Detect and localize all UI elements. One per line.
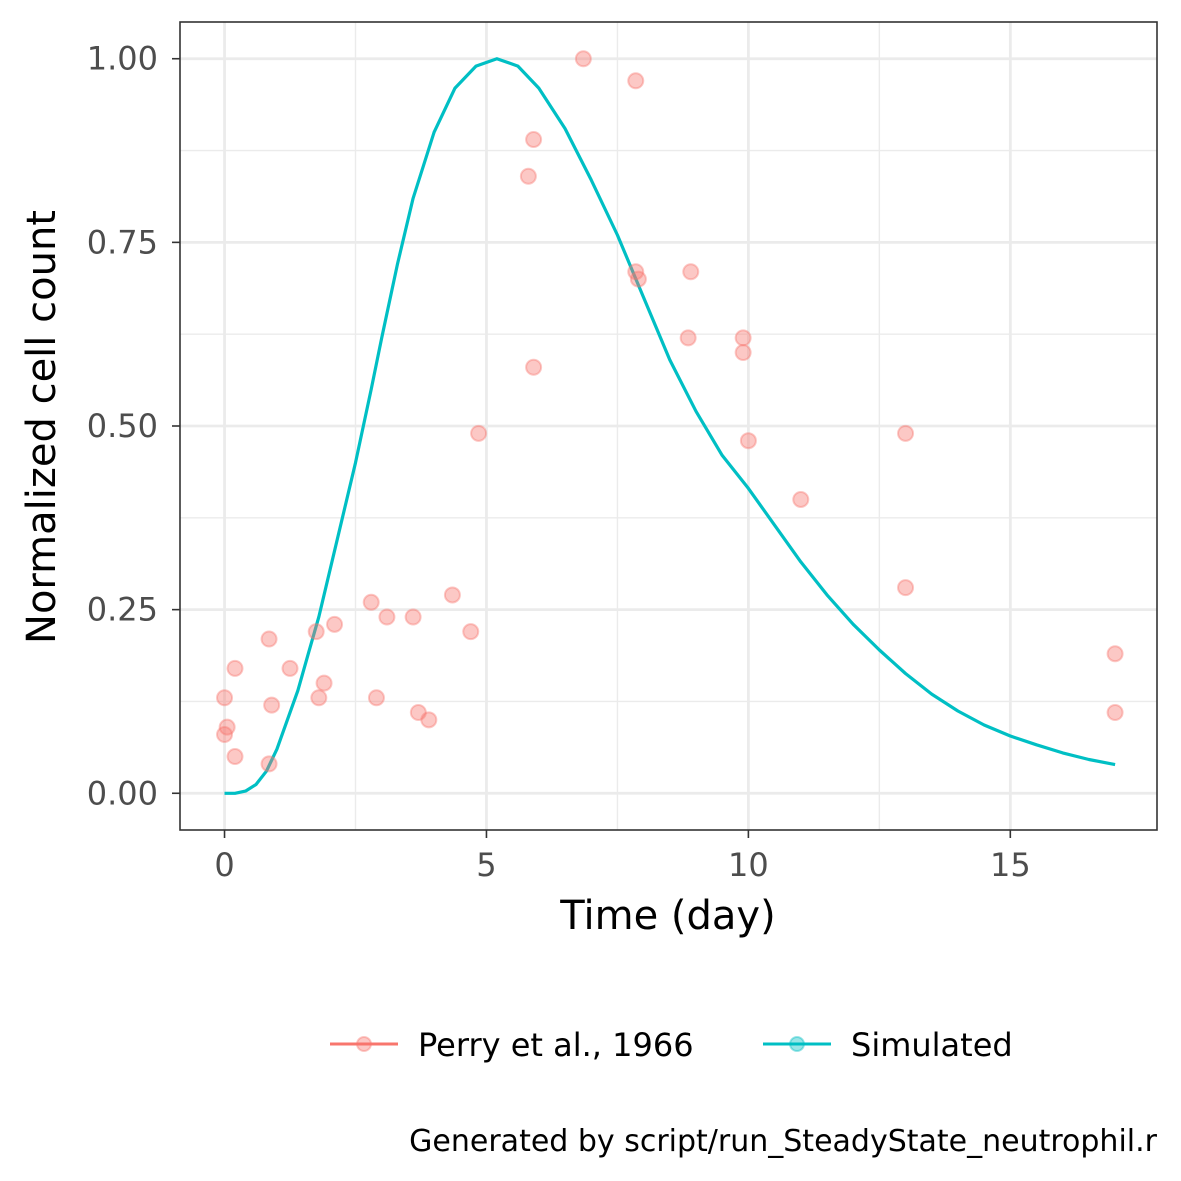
x-axis: 0 5 10 15 bbox=[214, 830, 1031, 884]
data-point bbox=[260, 630, 278, 648]
y-axis-title: Normalized cell count bbox=[19, 210, 65, 644]
legend-key-simulated-point bbox=[789, 1036, 805, 1052]
legend: Perry et al., 1966 Simulated bbox=[330, 1026, 1013, 1064]
data-point bbox=[629, 270, 647, 288]
data-point bbox=[226, 659, 244, 677]
x-tick-label: 0 bbox=[214, 846, 234, 884]
data-point bbox=[420, 711, 438, 729]
data-point bbox=[1106, 645, 1124, 663]
data-point bbox=[734, 344, 752, 362]
x-tick-label: 5 bbox=[476, 846, 496, 884]
x-axis-title: Time (day) bbox=[559, 893, 775, 939]
data-point bbox=[307, 623, 325, 641]
data-point bbox=[462, 623, 480, 641]
data-point bbox=[1106, 703, 1124, 721]
data-point bbox=[367, 689, 385, 707]
data-point bbox=[525, 131, 543, 149]
data-point bbox=[443, 586, 461, 604]
data-point bbox=[739, 432, 757, 450]
data-point bbox=[682, 263, 700, 281]
legend-label-observed: Perry et al., 1966 bbox=[418, 1026, 694, 1064]
data-point bbox=[216, 689, 234, 707]
observed-series bbox=[216, 50, 1124, 773]
y-tick-label: 0.25 bbox=[87, 591, 158, 629]
data-point bbox=[310, 689, 328, 707]
data-point bbox=[897, 579, 915, 597]
data-point bbox=[218, 718, 236, 736]
grid-major bbox=[180, 22, 1157, 830]
caption: Generated by script/run_SteadyState_neut… bbox=[409, 1124, 1157, 1159]
data-point bbox=[326, 615, 344, 633]
data-point bbox=[404, 608, 422, 626]
data-point bbox=[362, 593, 380, 611]
y-tick-label: 0.00 bbox=[87, 774, 158, 812]
y-axis: 0.00 0.25 0.50 0.75 1.00 bbox=[87, 40, 180, 812]
data-point bbox=[734, 329, 752, 347]
data-point bbox=[897, 424, 915, 442]
y-tick-label: 0.50 bbox=[87, 407, 158, 445]
data-point bbox=[792, 490, 810, 508]
data-point bbox=[260, 755, 278, 773]
x-tick-label: 10 bbox=[728, 846, 769, 884]
data-point bbox=[216, 726, 234, 744]
x-tick-label: 15 bbox=[990, 846, 1031, 884]
data-point bbox=[263, 696, 281, 714]
legend-label-simulated: Simulated bbox=[851, 1026, 1013, 1064]
data-point bbox=[627, 72, 645, 90]
y-tick-label: 1.00 bbox=[87, 40, 158, 78]
legend-item-simulated: Simulated bbox=[763, 1026, 1013, 1064]
data-point bbox=[315, 674, 333, 692]
simulated-line bbox=[224, 57, 1116, 795]
simulated-series bbox=[224, 57, 1116, 795]
y-tick-label: 0.75 bbox=[87, 223, 158, 261]
data-point bbox=[679, 329, 697, 347]
data-point bbox=[470, 424, 488, 442]
data-point bbox=[525, 358, 543, 376]
legend-item-observed: Perry et al., 1966 bbox=[330, 1026, 694, 1064]
data-point bbox=[281, 659, 299, 677]
legend-key-observed-point bbox=[356, 1036, 372, 1052]
data-point bbox=[409, 703, 427, 721]
data-point bbox=[226, 748, 244, 766]
data-point bbox=[574, 50, 592, 68]
data-point bbox=[378, 608, 396, 626]
data-point bbox=[519, 167, 537, 185]
data-point bbox=[627, 263, 645, 281]
